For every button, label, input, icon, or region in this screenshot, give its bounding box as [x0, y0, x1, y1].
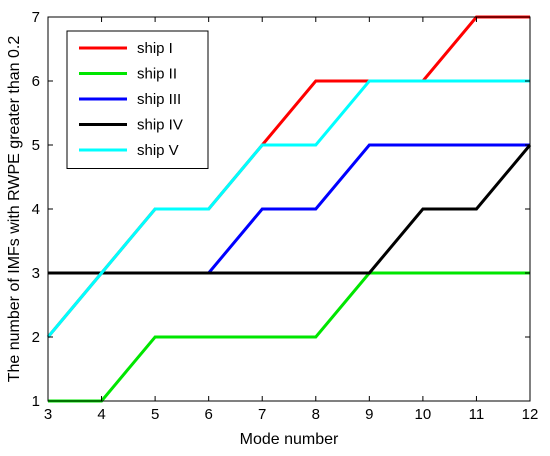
legend-label: ship V: [137, 142, 179, 159]
series-layer: [46, 15, 532, 403]
x-tick-label: 5: [151, 406, 159, 423]
legend: ship I ship II ship III ship IV ship V: [66, 30, 209, 169]
x-axis-label: Mode number: [240, 431, 339, 448]
y-tick-label: 5: [32, 137, 40, 154]
x-tick-label: 9: [365, 406, 373, 423]
y-tick-label: 4: [32, 201, 40, 218]
y-tick-label: 6: [32, 73, 40, 90]
legend-label: ship IV: [137, 117, 183, 134]
x-tick-label: 7: [258, 406, 266, 423]
y-tick-label: 7: [32, 9, 40, 26]
x-tick-label: 8: [312, 406, 320, 423]
legend-label: ship III: [137, 91, 181, 108]
x-tick-label: 4: [97, 406, 105, 423]
legend-label: ship I: [137, 40, 173, 57]
legend-label: ship II: [137, 66, 177, 83]
series-line-2: [48, 271, 530, 403]
x-tick-label: 10: [415, 406, 432, 423]
y-tick-label: 2: [32, 329, 40, 346]
y-tick-label: 3: [32, 265, 40, 282]
x-tick-label: 12: [522, 406, 539, 423]
y-tick-label: 1: [32, 393, 40, 410]
x-tick-label: 6: [204, 406, 212, 423]
x-tick-label: 3: [44, 406, 52, 423]
y-axis-label: The number of IMFs with RWPE greater tha…: [6, 36, 23, 383]
series-line-5: [46, 79, 530, 338]
x-tick-label: 11: [469, 406, 485, 423]
series-line-4: [48, 144, 532, 275]
